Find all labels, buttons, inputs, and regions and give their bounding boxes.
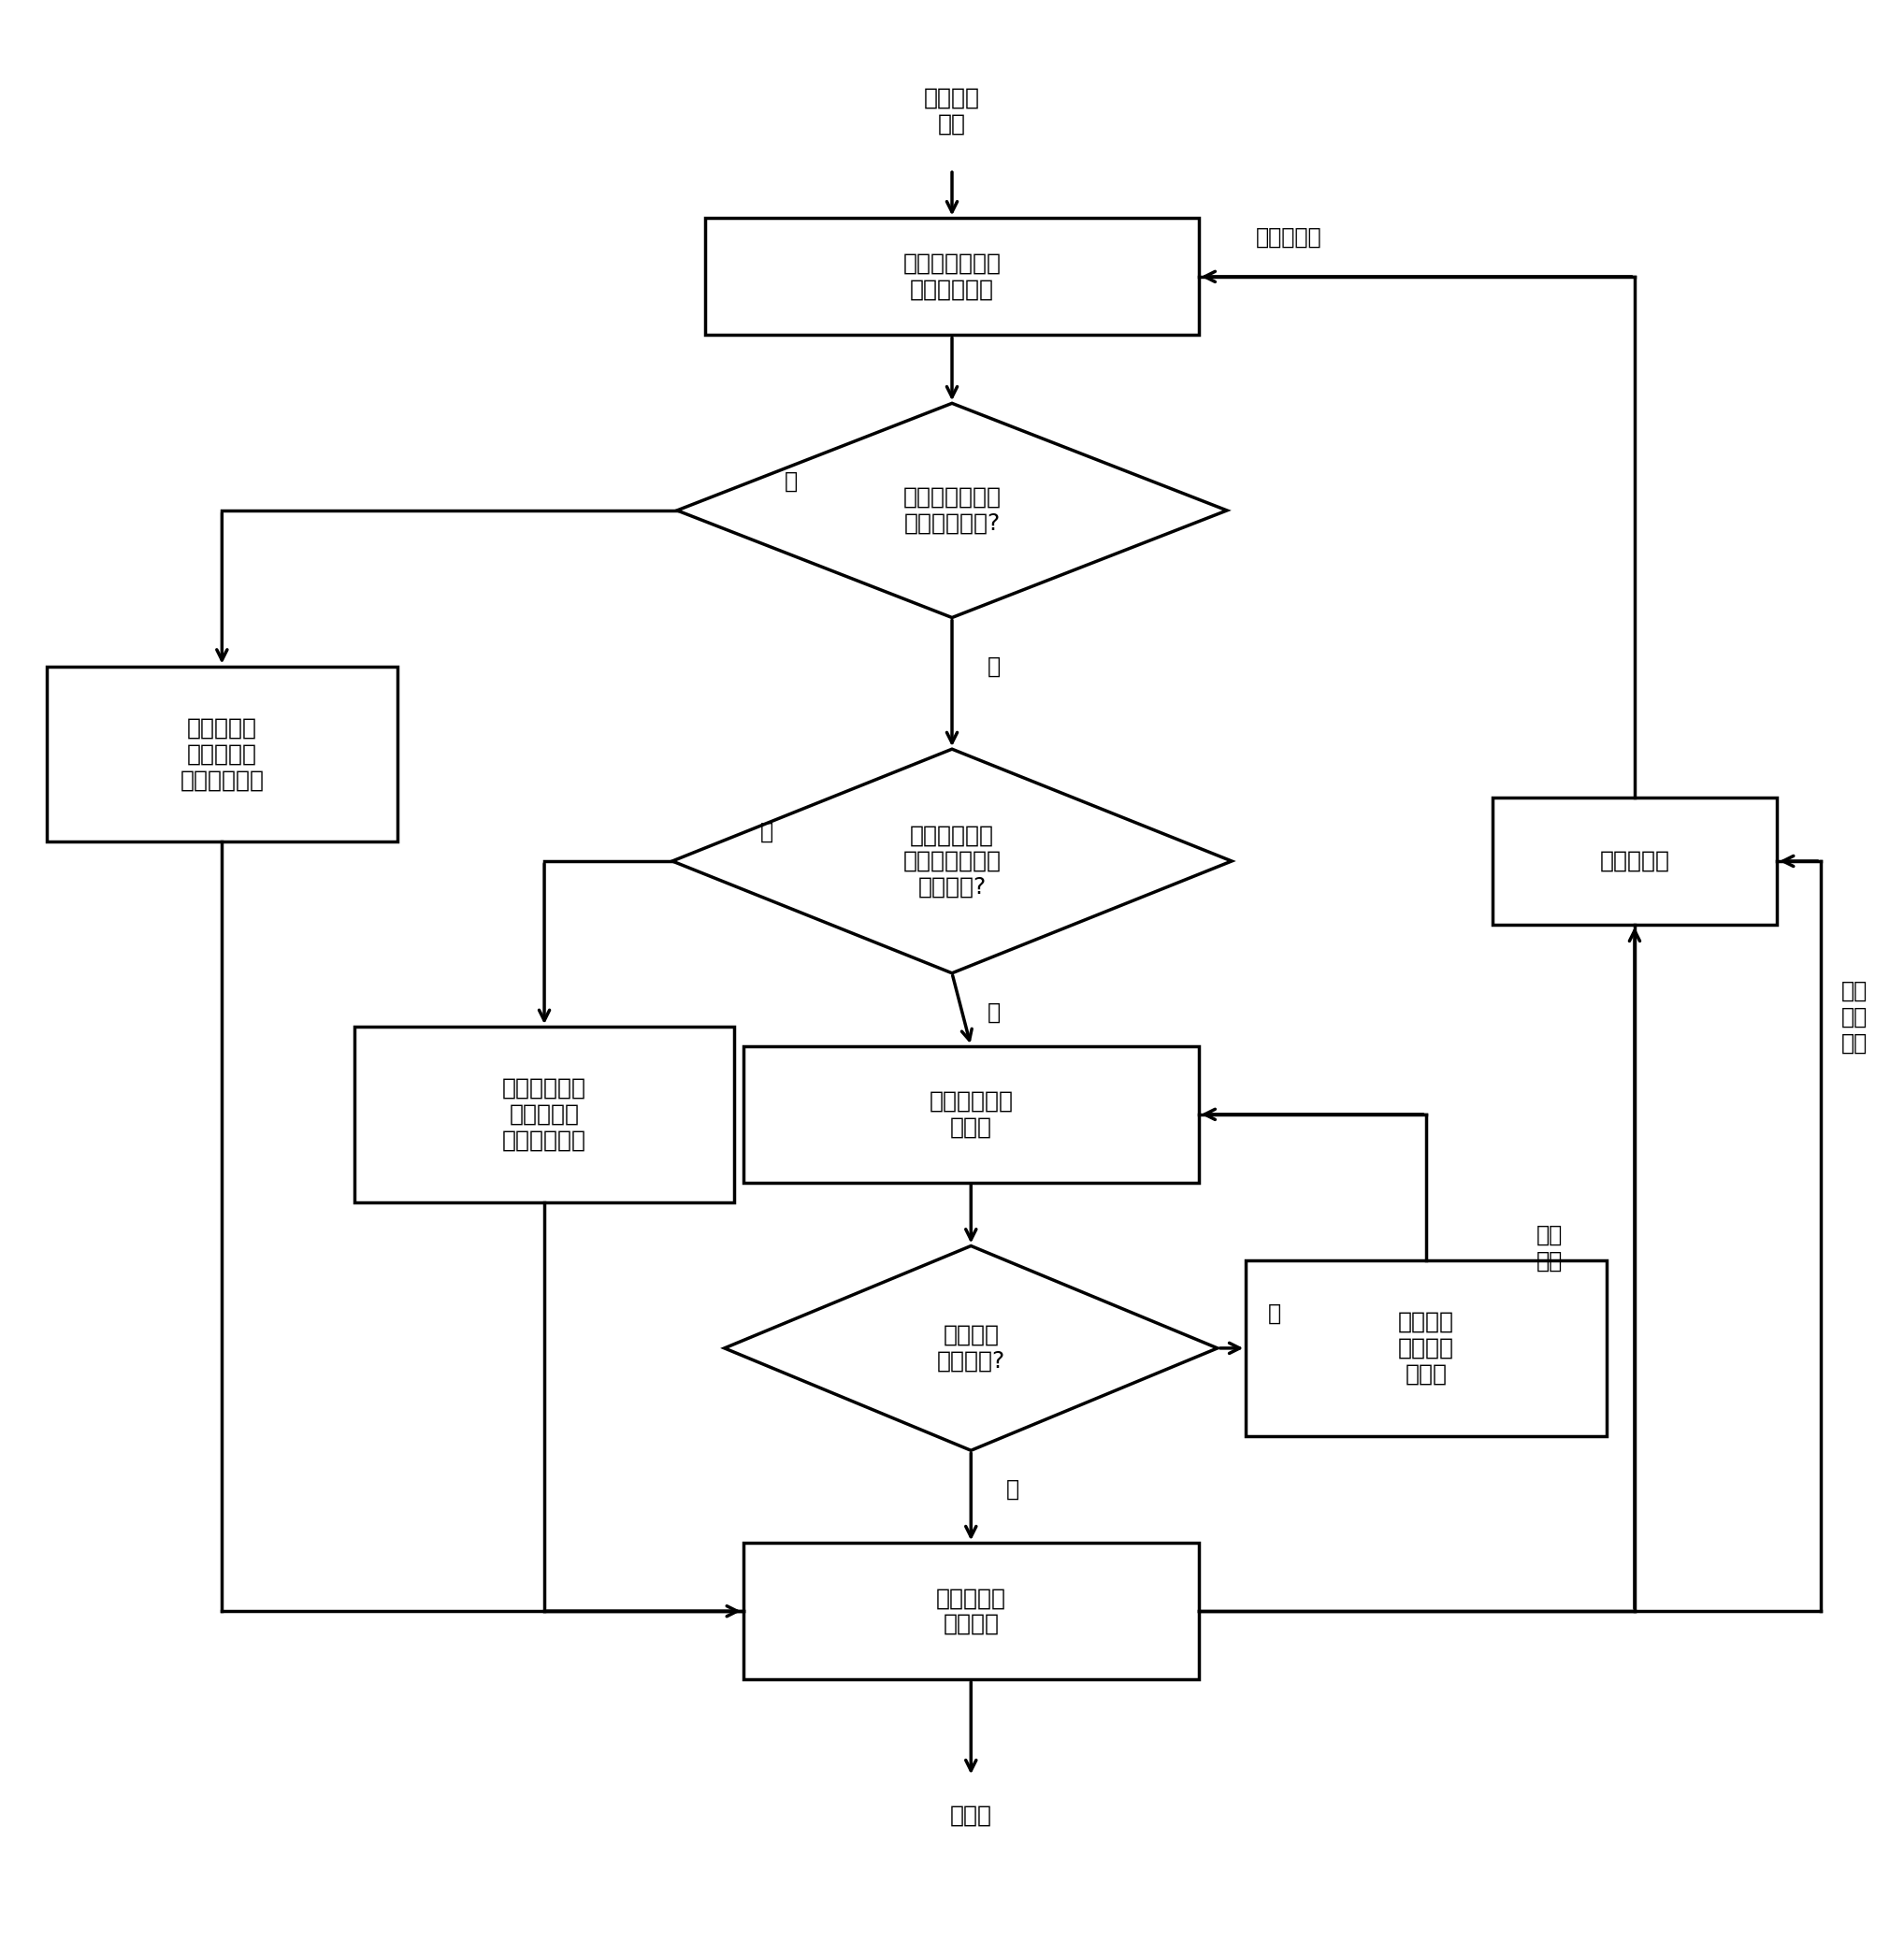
Text: 最大上近似或
最小下近似满足
精度要求?: 最大上近似或 最小下近似满足 精度要求? <box>902 823 1002 898</box>
Polygon shape <box>672 749 1232 974</box>
Bar <box>706 219 1198 334</box>
Text: 阀故障诊断: 阀故障诊断 <box>1599 851 1670 872</box>
Text: 是: 是 <box>760 822 773 843</box>
Text: 输出存在的
最大上近似
或最小下近似: 输出存在的 最大上近似 或最小下近似 <box>179 716 265 790</box>
Text: 只有最大上近似
或最小下近似?: 只有最大上近似 或最小下近似? <box>902 487 1002 534</box>
Text: 输出信号给
各开关阀: 输出信号给 各开关阀 <box>937 1586 1005 1635</box>
Text: 阀故障状态: 阀故障状态 <box>1255 227 1321 248</box>
Text: 否: 否 <box>986 655 1000 677</box>
Bar <box>354 1027 733 1203</box>
Text: 输出
信号: 输出 信号 <box>1537 1224 1563 1273</box>
Text: 开关阀: 开关阀 <box>950 1805 992 1827</box>
Text: 阀位
反馈
信号: 阀位 反馈 信号 <box>1841 980 1868 1054</box>
Bar <box>743 1046 1198 1183</box>
Text: 是: 是 <box>784 469 798 493</box>
Text: 否: 否 <box>1268 1303 1281 1324</box>
Text: 预期阀位
信号: 预期阀位 信号 <box>923 86 981 135</box>
Polygon shape <box>678 403 1226 618</box>
Text: 计算脉宽调制
占空比: 计算脉宽调制 占空比 <box>929 1089 1013 1138</box>
Text: 否: 否 <box>986 1001 1000 1023</box>
Text: 输出最接近的
最大上近似
或最小下近似: 输出最接近的 最大上近似 或最小下近似 <box>503 1078 586 1152</box>
Text: 计算最大上近似
和最小下近似: 计算最大上近似 和最小下近似 <box>902 252 1002 301</box>
Bar <box>1493 798 1776 925</box>
Text: 是: 是 <box>1005 1479 1019 1500</box>
Text: 增加脉宽
调制信号
的频率: 增加脉宽 调制信号 的频率 <box>1398 1311 1455 1385</box>
Bar <box>46 667 398 841</box>
Polygon shape <box>724 1246 1217 1451</box>
Text: 波纹幅值
满足要求?: 波纹幅值 满足要求? <box>937 1324 1005 1373</box>
Bar <box>743 1543 1198 1680</box>
Bar <box>1245 1260 1607 1436</box>
